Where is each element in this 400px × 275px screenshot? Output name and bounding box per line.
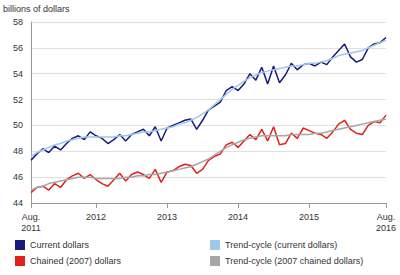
svg-text:billions of dollars: billions of dollars [3, 4, 70, 14]
svg-text:58: 58 [13, 17, 23, 27]
svg-text:Current dollars: Current dollars [30, 240, 90, 250]
svg-text:2012: 2012 [86, 212, 106, 222]
svg-text:2011: 2011 [21, 223, 40, 233]
svg-text:Chained (2007) dollars: Chained (2007) dollars [30, 256, 122, 266]
svg-text:56: 56 [13, 43, 23, 53]
svg-text:2014: 2014 [228, 212, 248, 222]
svg-text:52: 52 [13, 95, 23, 105]
svg-text:2016: 2016 [376, 223, 396, 233]
svg-text:Aug.: Aug. [22, 212, 41, 222]
svg-text:Aug.: Aug. [377, 212, 396, 222]
svg-text:Trend-cycle (current dollars): Trend-cycle (current dollars) [225, 240, 337, 250]
svg-text:54: 54 [13, 69, 23, 79]
svg-text:48: 48 [13, 146, 23, 156]
svg-text:Trend-cycle (2007 chained doll: Trend-cycle (2007 chained dollars) [225, 256, 363, 266]
svg-text:44: 44 [13, 198, 23, 208]
svg-text:2015: 2015 [299, 212, 319, 222]
svg-text:2013: 2013 [157, 212, 177, 222]
svg-text:50: 50 [13, 120, 23, 130]
svg-text:46: 46 [13, 172, 23, 182]
